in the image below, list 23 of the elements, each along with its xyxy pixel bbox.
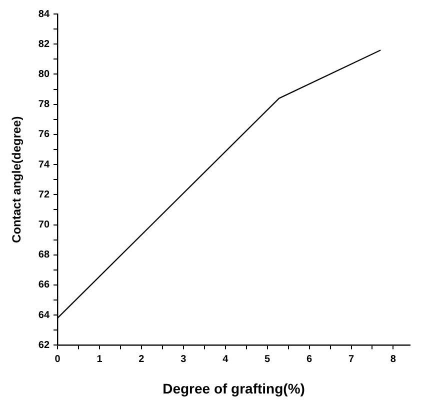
x-tick-label: 7 [348, 354, 354, 365]
x-tick-label: 0 [54, 354, 61, 365]
y-tick-label: 76 [38, 129, 50, 140]
x-tick-label: 3 [180, 354, 187, 365]
y-tick-label: 64 [38, 310, 50, 321]
y-axis-title: Contact angle(degree) [10, 116, 24, 243]
x-tick-label: 2 [138, 354, 145, 365]
y-tick-label: 84 [38, 8, 50, 20]
y-tick-label: 82 [38, 38, 50, 50]
y-tick-label: 66 [38, 280, 50, 291]
y-tick-label: 74 [38, 159, 50, 170]
y-tick-label: 78 [38, 99, 50, 110]
x-tick-label: 5 [264, 354, 271, 365]
y-tick-label: 68 [38, 250, 50, 261]
y-tick-label: 70 [38, 220, 50, 231]
x-tick-label: 8 [390, 354, 396, 365]
x-tick-label: 1 [96, 354, 103, 365]
x-axis-title: Degree of grafting(%) [162, 380, 305, 396]
x-tick-label: 6 [306, 354, 313, 365]
y-tick-label: 72 [38, 189, 50, 200]
x-tick-label: 4 [222, 354, 229, 365]
y-tick-label: 62 [38, 340, 50, 351]
y-tick-label: 80 [38, 68, 50, 80]
